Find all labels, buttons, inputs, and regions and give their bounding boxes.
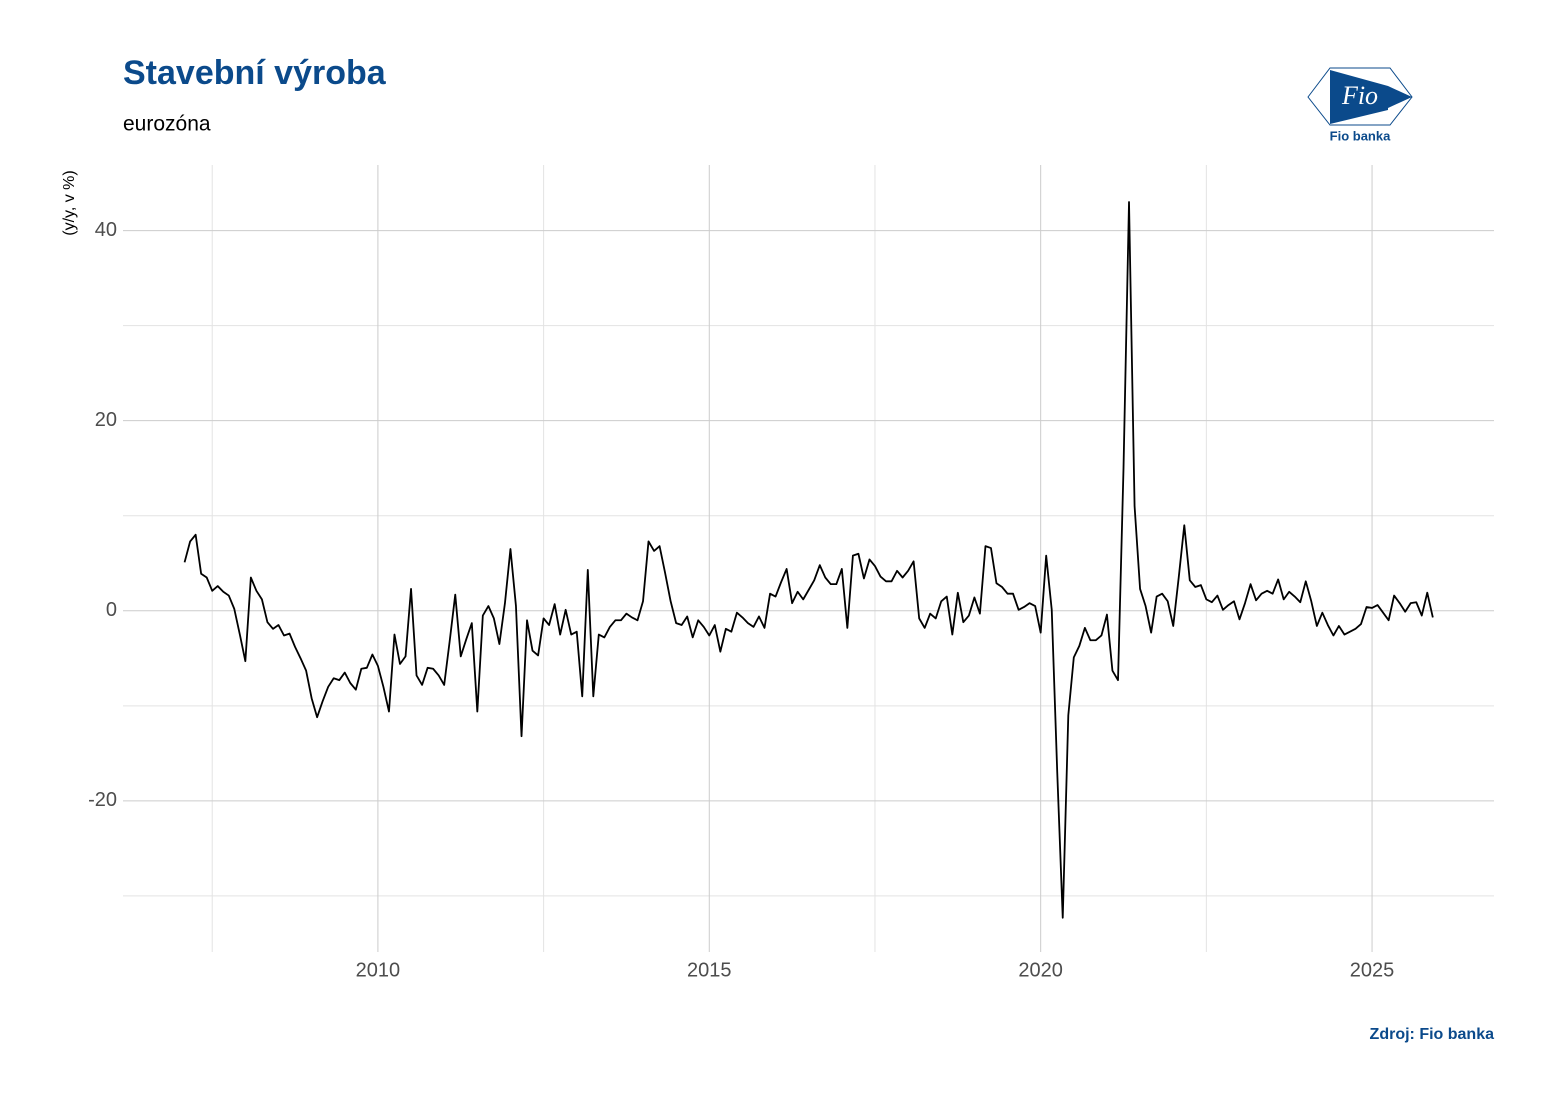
x-tick-label: 2010 — [356, 959, 401, 981]
logo: Fio Fio banka — [1307, 67, 1413, 143]
y-axis-label: (y/y, v %) — [61, 170, 78, 235]
y-tick-label: -20 — [88, 789, 117, 811]
y-tick-label: 0 — [106, 599, 117, 621]
data-line — [183, 201, 1434, 919]
x-tick-label: 2015 — [687, 959, 732, 981]
chart-subtitle: eurozóna — [123, 113, 211, 136]
logo-name: Fio banka — [1330, 128, 1391, 143]
x-tick-label: 2025 — [1350, 959, 1395, 981]
logo-shape — [1330, 70, 1388, 124]
x-tick-label: 2020 — [1018, 959, 1063, 981]
chart-title: Stavební výroba — [123, 54, 387, 92]
y-tick-label: 20 — [95, 409, 117, 431]
logo-arrow — [1388, 86, 1412, 108]
source-note: Zdroj: Fio banka — [1370, 1026, 1495, 1043]
logo-mark: Fio — [1341, 81, 1378, 110]
y-tick-label: 40 — [95, 219, 117, 241]
